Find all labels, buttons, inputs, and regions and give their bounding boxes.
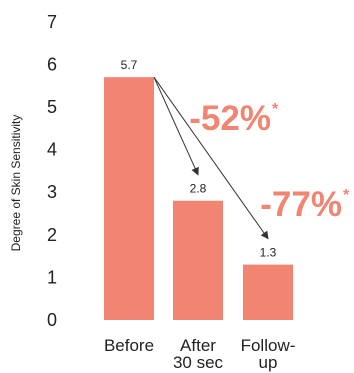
y-tick-label: 6 [47,54,57,74]
x-category-label: Before [104,336,154,355]
data-label: 2.8 [190,182,207,196]
percent-change-label: -77% [260,185,342,224]
percent-change-label: -52% [189,99,271,138]
data-label: 1.3 [260,246,277,260]
y-tick-label: 1 [47,267,57,287]
y-tick-label: 4 [47,140,57,160]
bar [104,77,154,321]
y-tick-label: 7 [47,12,57,32]
significance-marker: * [343,187,350,204]
percent-change-annotations: -52% *-77% * [189,99,350,224]
y-axis-ticks: 0 1 2 3 4 5 6 7 [47,12,57,330]
x-category-label: After [180,336,216,355]
y-tick-label: 0 [47,310,57,330]
change-arrow [153,76,269,240]
change-arrow [153,76,199,176]
data-labels: 5.7 2.8 1.3 [121,58,277,259]
bars [104,77,293,321]
data-label: 5.7 [121,58,138,72]
significance-marker: * [272,101,279,118]
y-tick-label: 3 [47,182,57,202]
bar [173,200,223,320]
change-arrows [153,76,269,240]
x-category-label: 30 sec [173,353,224,372]
y-axis-label: Degree of Skin Sensitivity [9,115,23,252]
x-category-label: Follow- [241,336,296,355]
bar [243,264,293,320]
x-category-label: up [259,353,278,372]
y-tick-label: 5 [47,97,57,117]
y-tick-label: 2 [47,225,57,245]
